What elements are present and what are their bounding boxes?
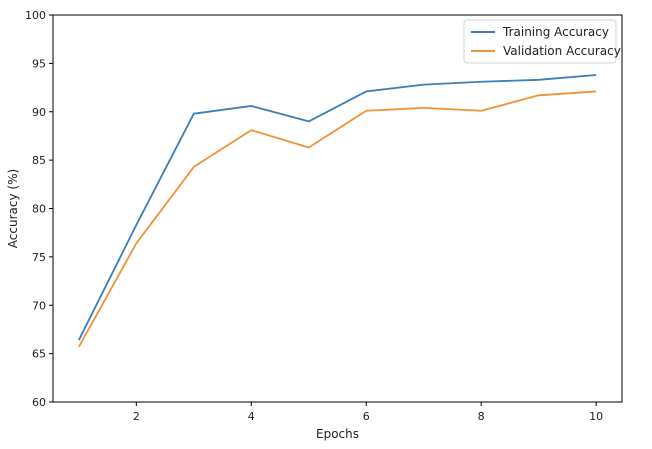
y-axis-label: Accuracy (%)	[6, 169, 20, 248]
x-tick-label: 6	[363, 410, 370, 423]
y-tick-label: 80	[32, 203, 46, 216]
y-tick-label: 95	[32, 57, 46, 70]
legend-label: Training Accuracy	[502, 25, 609, 39]
legend-box	[463, 19, 617, 64]
legend-label: Validation Accuracy	[503, 44, 621, 58]
x-axis: 2 4 6 8 10	[133, 402, 603, 423]
y-tick-label: 75	[32, 251, 46, 264]
x-tick-label: 8	[478, 410, 485, 423]
x-tick-label: 2	[133, 410, 140, 423]
y-tick-label: 85	[32, 154, 46, 167]
legend: Training Accuracy Validation Accuracy	[463, 19, 621, 64]
series-lines	[78, 74, 597, 348]
plot-area	[52, 14, 623, 403]
validation-accuracy-line	[78, 90, 597, 348]
y-tick-label: 70	[32, 299, 46, 312]
y-tick-label: 90	[32, 106, 46, 119]
training-accuracy-line	[78, 74, 597, 341]
y-axis: 60 65 70 75 80 85 90 95 100	[25, 9, 53, 409]
x-tick-label: 4	[248, 410, 255, 423]
x-axis-label: Epochs	[316, 427, 359, 441]
y-tick-label: 60	[32, 396, 46, 409]
y-tick-label: 100	[25, 9, 46, 22]
x-tick-label: 10	[589, 410, 603, 423]
y-tick-label: 65	[32, 348, 46, 361]
